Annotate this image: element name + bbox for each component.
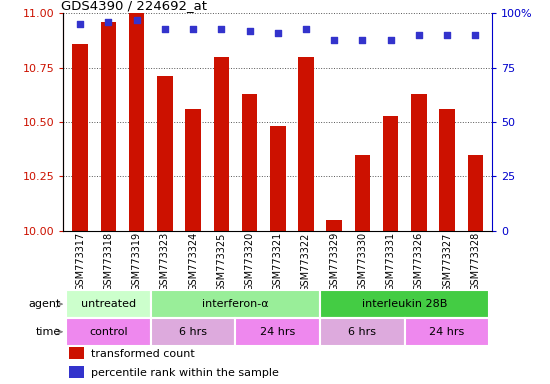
- Bar: [213, 57, 229, 231]
- Bar: [235, 318, 320, 346]
- Text: percentile rank within the sample: percentile rank within the sample: [91, 367, 279, 377]
- Point: [217, 26, 226, 32]
- Text: 24 hrs: 24 hrs: [430, 327, 465, 337]
- Text: GDS4390 / 224692_at: GDS4390 / 224692_at: [61, 0, 207, 12]
- Bar: [129, 13, 145, 231]
- Text: 6 hrs: 6 hrs: [348, 327, 376, 337]
- Bar: [185, 109, 201, 231]
- Bar: [298, 57, 314, 231]
- Point: [330, 36, 339, 43]
- Point: [104, 19, 113, 25]
- Point: [273, 30, 282, 36]
- Bar: [320, 290, 490, 318]
- Bar: [242, 94, 257, 231]
- Text: transformed count: transformed count: [91, 349, 195, 359]
- Point: [386, 36, 395, 43]
- Point: [161, 26, 169, 32]
- Bar: [405, 318, 490, 346]
- Text: control: control: [89, 327, 128, 337]
- Point: [76, 21, 85, 27]
- Text: interferon-α: interferon-α: [202, 299, 269, 309]
- Point: [415, 32, 424, 38]
- Bar: [383, 116, 398, 231]
- Text: time: time: [35, 327, 60, 337]
- Bar: [355, 155, 370, 231]
- Point: [189, 26, 197, 32]
- Bar: [101, 22, 116, 231]
- Bar: [151, 290, 320, 318]
- Point: [132, 17, 141, 23]
- Bar: [66, 318, 151, 346]
- Bar: [270, 126, 285, 231]
- Bar: [69, 366, 84, 379]
- Text: untreated: untreated: [81, 299, 136, 309]
- Bar: [151, 318, 235, 346]
- Point: [301, 26, 310, 32]
- Text: agent: agent: [28, 299, 60, 309]
- Point: [358, 36, 367, 43]
- Text: interleukin 28B: interleukin 28B: [362, 299, 448, 309]
- Bar: [411, 94, 427, 231]
- Bar: [66, 290, 151, 318]
- Point: [245, 28, 254, 34]
- Bar: [439, 109, 455, 231]
- Bar: [327, 220, 342, 231]
- Bar: [73, 44, 88, 231]
- Bar: [69, 347, 84, 359]
- Text: 24 hrs: 24 hrs: [260, 327, 295, 337]
- Bar: [468, 155, 483, 231]
- Text: 6 hrs: 6 hrs: [179, 327, 207, 337]
- Point: [471, 32, 480, 38]
- Point: [443, 32, 452, 38]
- Bar: [157, 76, 173, 231]
- Bar: [320, 318, 405, 346]
